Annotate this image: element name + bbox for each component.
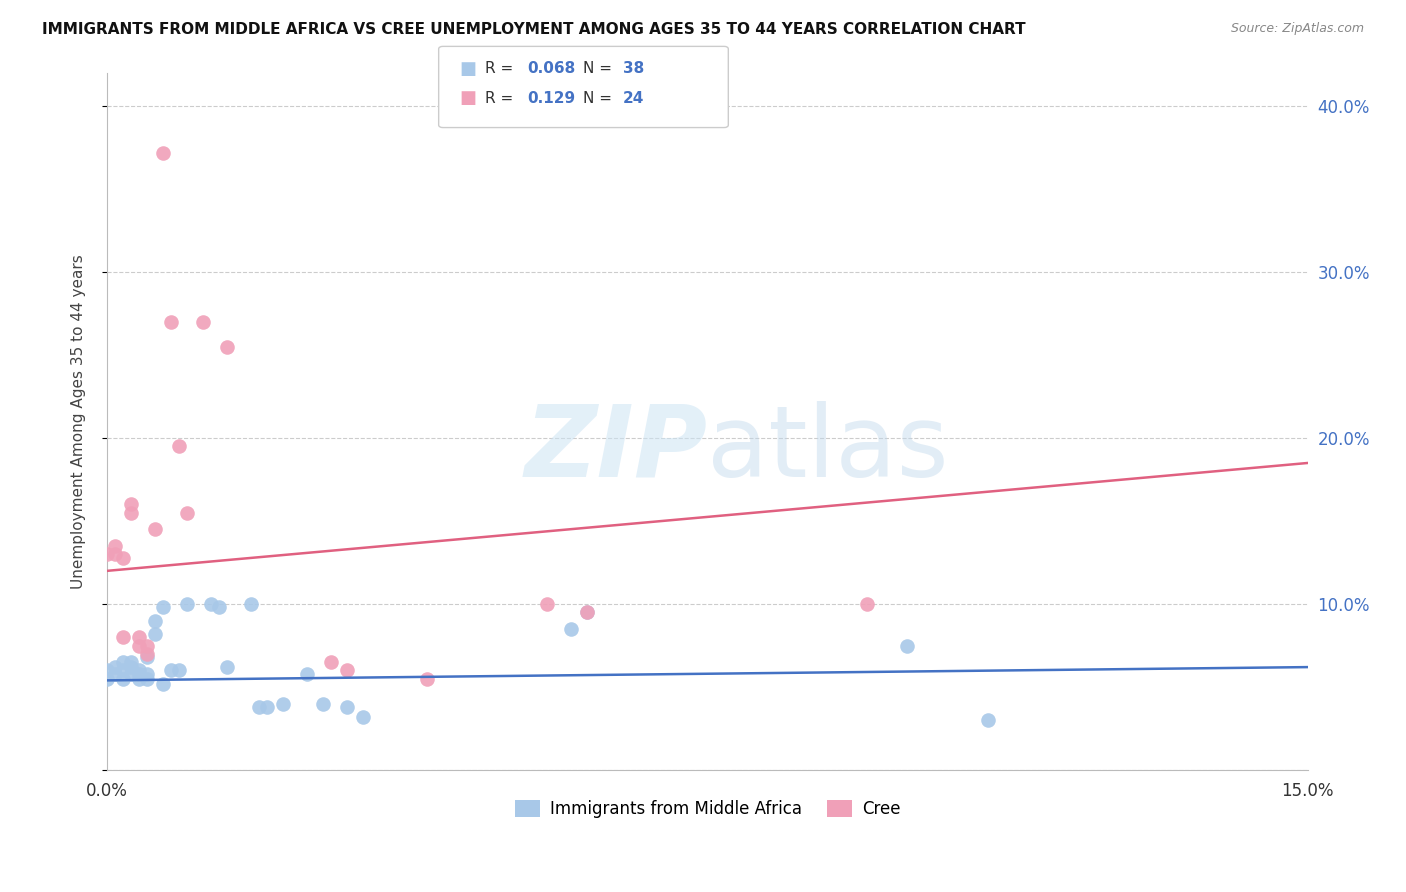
Point	[128, 666, 150, 681]
Point	[152, 145, 174, 160]
Point	[976, 713, 998, 727]
Point	[560, 622, 582, 636]
Text: R =: R =	[485, 62, 519, 76]
Point	[576, 605, 599, 619]
Point	[104, 666, 127, 681]
Point	[336, 664, 359, 678]
Point	[120, 506, 142, 520]
Point	[136, 647, 159, 661]
Point	[352, 710, 374, 724]
Point	[128, 672, 150, 686]
Point	[128, 639, 150, 653]
Point	[152, 600, 174, 615]
Point	[200, 597, 222, 611]
Point	[136, 639, 159, 653]
Text: 0.068: 0.068	[527, 62, 575, 76]
Point	[160, 664, 183, 678]
Point	[176, 597, 198, 611]
Point	[576, 605, 599, 619]
Point	[176, 506, 198, 520]
Point	[143, 522, 166, 536]
Text: ■: ■	[460, 60, 477, 78]
Point	[96, 547, 118, 561]
Text: 0.129: 0.129	[527, 91, 575, 105]
Point	[856, 597, 879, 611]
Point	[128, 664, 150, 678]
Text: 38: 38	[623, 62, 644, 76]
Point	[167, 664, 190, 678]
Y-axis label: Unemployment Among Ages 35 to 44 years: Unemployment Among Ages 35 to 44 years	[72, 254, 86, 589]
Text: R =: R =	[485, 91, 519, 105]
Point	[152, 676, 174, 690]
Text: ZIP: ZIP	[524, 401, 707, 498]
Point	[191, 315, 214, 329]
Point	[112, 550, 135, 565]
Point	[217, 340, 239, 354]
Point	[256, 700, 278, 714]
Text: IMMIGRANTS FROM MIDDLE AFRICA VS CREE UNEMPLOYMENT AMONG AGES 35 TO 44 YEARS COR: IMMIGRANTS FROM MIDDLE AFRICA VS CREE UN…	[42, 22, 1026, 37]
Point	[271, 697, 294, 711]
Point	[247, 700, 270, 714]
Point	[112, 672, 135, 686]
Point	[120, 666, 142, 681]
Point	[217, 660, 239, 674]
Point	[104, 660, 127, 674]
Point	[96, 672, 118, 686]
Point	[136, 666, 159, 681]
Point	[240, 597, 263, 611]
Point	[295, 666, 318, 681]
Point	[128, 630, 150, 644]
Point	[143, 627, 166, 641]
Point	[167, 439, 190, 453]
Point	[112, 655, 135, 669]
Text: atlas: atlas	[707, 401, 949, 498]
Point	[536, 597, 558, 611]
Legend: Immigrants from Middle Africa, Cree: Immigrants from Middle Africa, Cree	[508, 793, 907, 824]
Point	[136, 672, 159, 686]
Text: 24: 24	[623, 91, 644, 105]
Point	[112, 664, 135, 678]
Point	[160, 315, 183, 329]
Point	[136, 650, 159, 665]
Text: N =: N =	[583, 91, 617, 105]
Point	[104, 547, 127, 561]
Point	[312, 697, 335, 711]
Point	[120, 498, 142, 512]
Point	[336, 700, 359, 714]
Text: N =: N =	[583, 62, 617, 76]
Text: Source: ZipAtlas.com: Source: ZipAtlas.com	[1230, 22, 1364, 36]
Point	[112, 630, 135, 644]
Text: ■: ■	[460, 89, 477, 107]
Point	[104, 539, 127, 553]
Point	[96, 664, 118, 678]
Point	[896, 639, 918, 653]
Point	[120, 655, 142, 669]
Point	[416, 672, 439, 686]
Point	[321, 655, 343, 669]
Point	[208, 600, 231, 615]
Point	[143, 614, 166, 628]
Point	[120, 660, 142, 674]
